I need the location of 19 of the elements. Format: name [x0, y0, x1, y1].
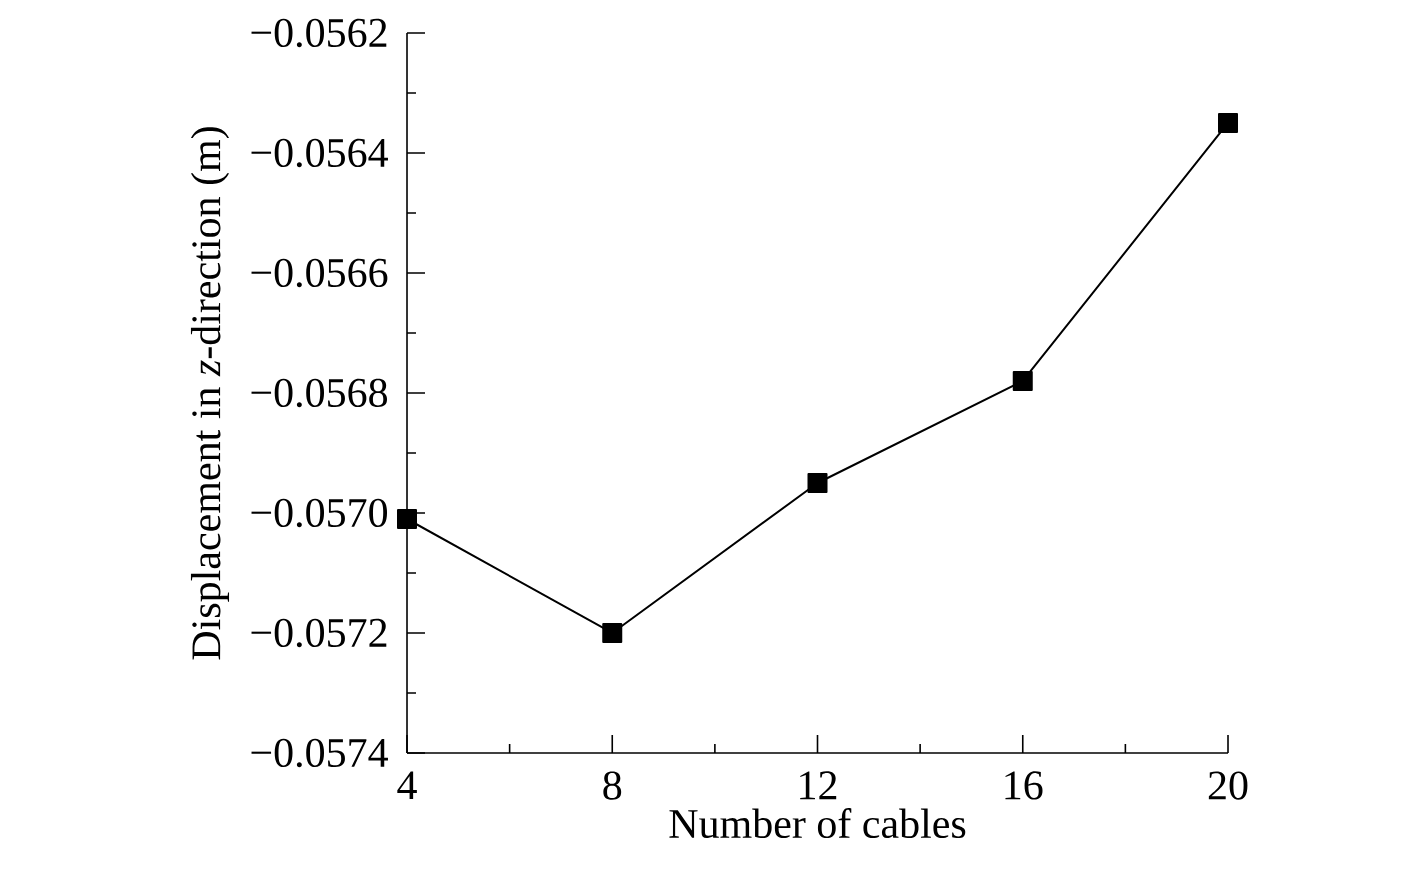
point: [807, 472, 828, 493]
point: [1218, 112, 1239, 133]
x-tick-label: 12: [800, 771, 837, 800]
y-tick-label: −0.0564: [251, 138, 388, 168]
y-axis-title: Displacement in z-direction (m): [190, 127, 230, 660]
y-tick-label: −0.0572: [251, 618, 387, 648]
x-tick-label: 20: [1208, 771, 1248, 800]
x-tick-label: 4: [397, 771, 417, 800]
point: [1012, 370, 1033, 391]
point: [397, 508, 417, 529]
y-tick-label: −0.0574: [251, 738, 388, 768]
y-tick-label: −0.0562: [251, 18, 387, 48]
x-tick-label: 16: [1005, 771, 1043, 800]
y-tick-label: −0.0566: [251, 258, 388, 288]
x-axis-title: Number of cables: [669, 808, 966, 839]
y-tick-label: −0.0570: [251, 498, 388, 528]
point: [602, 622, 623, 643]
y-tick-label: −0.0568: [251, 378, 388, 408]
x-tick-label: 8: [603, 771, 622, 800]
